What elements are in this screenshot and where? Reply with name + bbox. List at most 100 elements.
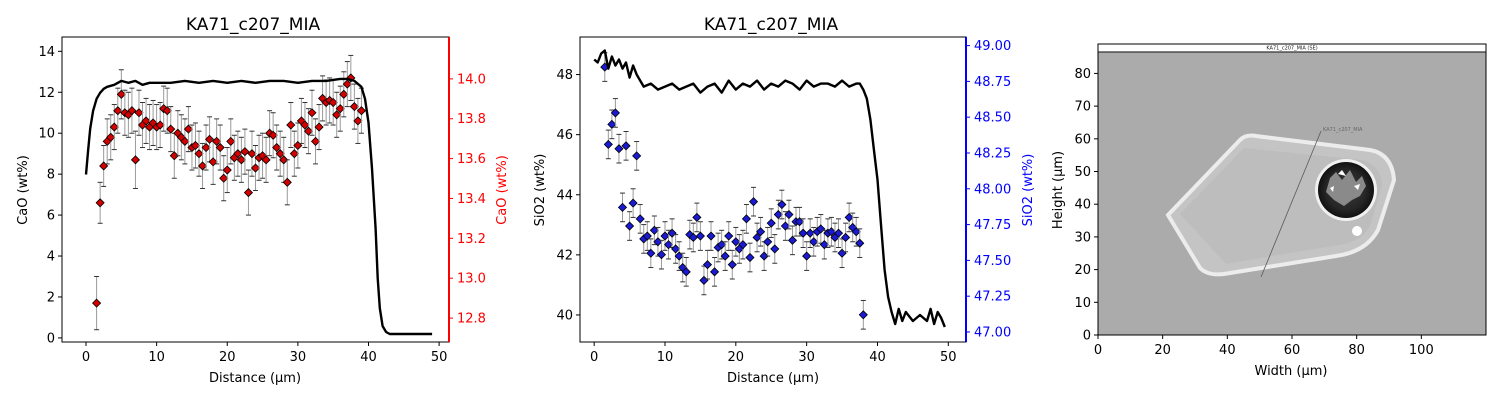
data-point	[756, 216, 766, 247]
data-marker	[250, 163, 261, 173]
data-point	[671, 234, 681, 264]
data-point	[699, 265, 709, 296]
data-marker	[784, 209, 794, 220]
panel-sio2-x-ticks: 0 10 20 30 40 50	[590, 342, 957, 365]
y-tick-label: 20	[1074, 263, 1091, 278]
x-tick-label: 60	[1284, 343, 1301, 358]
data-marker	[649, 225, 659, 235]
data-marker	[236, 155, 246, 165]
y-tick-label-right: 47.00	[974, 325, 1011, 340]
data-marker	[240, 147, 250, 157]
data-marker	[275, 149, 285, 159]
y-tick-label: 0	[47, 331, 55, 346]
data-point	[720, 241, 730, 271]
data-point	[222, 147, 232, 194]
data-marker	[300, 120, 310, 130]
data-point	[617, 192, 628, 223]
data-point	[763, 226, 773, 257]
data-marker	[763, 237, 773, 247]
data-marker	[219, 173, 229, 183]
sem-caption-bar	[1098, 44, 1486, 52]
data-point	[649, 215, 659, 246]
panel-cao-y-ticks-right: 12.8 13.0 13.2 13.4 13.6 13.8 14.0	[449, 72, 486, 327]
data-point	[780, 211, 790, 241]
data-marker	[777, 199, 787, 210]
data-marker	[222, 165, 232, 175]
data-marker	[731, 237, 741, 247]
data-marker	[826, 227, 836, 237]
y-tick-label-right: 12.8	[457, 312, 486, 327]
data-marker	[614, 144, 624, 154]
y-tick-label: 10	[1074, 296, 1091, 311]
data-marker	[282, 177, 292, 187]
data-point	[134, 89, 144, 136]
data-point	[250, 144, 261, 192]
data-point	[607, 109, 617, 140]
data-marker	[289, 149, 299, 159]
panel-sio2-y-label: SiO2 (wt%)	[533, 154, 548, 227]
data-point	[123, 91, 133, 138]
y-tick-label-right: 14.0	[457, 72, 486, 87]
x-tick-label: 30	[290, 350, 307, 365]
data-point	[787, 225, 798, 256]
panel-cao-x-label: Distance (µm)	[209, 371, 301, 386]
data-point	[296, 97, 306, 144]
data-point	[183, 106, 193, 153]
data-marker	[243, 188, 254, 198]
sem-caption: KA71_c207_MIA (SE)	[1266, 46, 1317, 52]
data-marker	[724, 231, 734, 241]
data-point	[212, 118, 222, 165]
data-marker	[702, 260, 713, 270]
data-marker	[766, 218, 776, 228]
data-marker	[303, 126, 314, 136]
y-tick-label: 2	[47, 290, 55, 305]
data-marker	[109, 122, 119, 132]
data-point	[603, 129, 613, 160]
data-point	[710, 257, 720, 287]
data-point	[717, 229, 727, 260]
data-marker	[607, 119, 617, 129]
data-marker	[353, 116, 363, 126]
data-point	[713, 232, 723, 263]
y-tick-label-right: 13.8	[457, 112, 486, 127]
data-marker	[667, 228, 677, 238]
data-point	[162, 87, 172, 134]
data-point	[635, 204, 645, 234]
data-marker	[307, 108, 317, 118]
data-point	[621, 131, 631, 161]
data-marker	[201, 142, 211, 153]
data-marker	[155, 120, 165, 130]
panel-sio2-plot	[593, 49, 946, 330]
panel-cao: KA71_c207_MIA 0 10 20 30 40 50 0 2 4 6 8 10 12 14 12…	[16, 15, 510, 386]
panel-image-y-label: Height (µm)	[1051, 151, 1066, 229]
data-point	[798, 218, 808, 248]
data-point	[314, 104, 324, 151]
data-point	[113, 87, 123, 134]
data-marker	[197, 161, 208, 171]
x-tick-label: 100	[1409, 343, 1434, 358]
panel-image-y-ticks: 0 10 20 30 40 50 60 70 80	[1074, 67, 1098, 344]
data-point	[300, 102, 310, 149]
data-marker	[695, 231, 705, 241]
x-tick-label: 20	[728, 350, 745, 365]
y-tick-label: 0	[1083, 329, 1091, 344]
data-point	[166, 106, 176, 153]
y-tick-label: 40	[556, 308, 573, 323]
data-point	[106, 114, 116, 161]
data-marker	[858, 310, 868, 320]
data-point	[328, 79, 338, 126]
data-marker	[621, 141, 631, 151]
data-point	[656, 239, 667, 270]
data-point	[257, 132, 268, 179]
data-marker	[681, 267, 691, 277]
data-point	[95, 181, 105, 224]
data-marker	[738, 240, 748, 250]
data-marker	[208, 157, 218, 167]
data-point	[282, 159, 292, 206]
panel-sio2-x-label: Distance (µm)	[727, 371, 819, 386]
data-marker	[699, 275, 709, 285]
y-tick-label: 46	[556, 128, 573, 143]
data-point	[692, 202, 702, 233]
data-marker	[356, 106, 366, 116]
